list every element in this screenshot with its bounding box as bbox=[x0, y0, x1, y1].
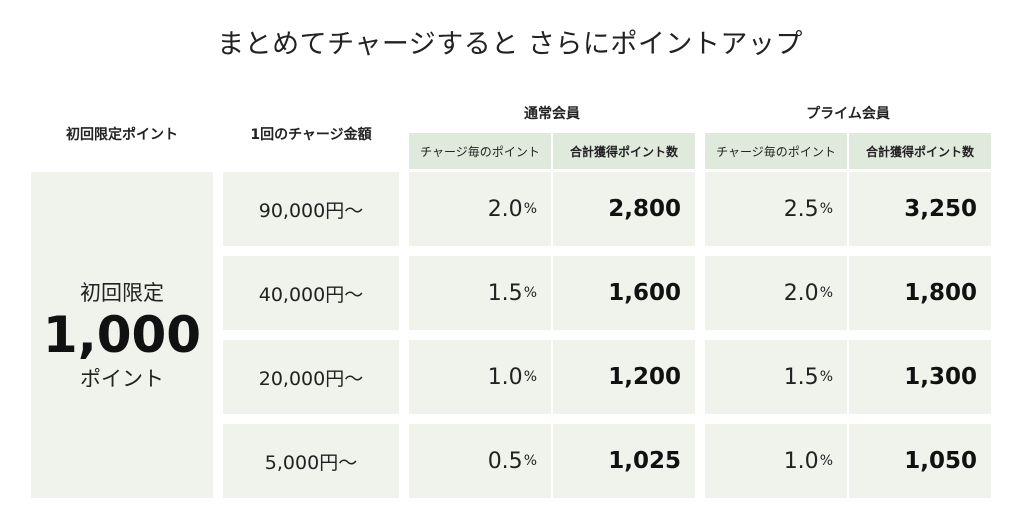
prime-total: 1,300 bbox=[849, 340, 991, 414]
regular-total: 1,025 bbox=[553, 424, 695, 498]
header-prime-total: 合計獲得ポイント数 bbox=[849, 133, 991, 169]
prime-rate-value: 2.5 bbox=[783, 196, 819, 222]
percent-unit: % bbox=[523, 201, 537, 217]
promo-points-value: 1,000 bbox=[42, 306, 202, 364]
regular-rate-value: 1.5 bbox=[487, 280, 523, 306]
percent-unit: % bbox=[819, 285, 833, 301]
percent-unit: % bbox=[523, 453, 537, 469]
regular-rate-value: 0.5 bbox=[487, 448, 523, 474]
percent-unit: % bbox=[819, 369, 833, 385]
regular-total: 2,800 bbox=[553, 172, 695, 246]
promo-label: 初回限定 bbox=[80, 281, 164, 305]
promo-points-block: 初回限定 1,000 ポイント bbox=[31, 172, 213, 498]
table-row-amount: 90,000円～ bbox=[223, 172, 399, 246]
table-row-amount: 40,000円～ bbox=[223, 256, 399, 330]
page-title: まとめてチャージすると さらにポイントアップ bbox=[217, 29, 803, 60]
percent-unit: % bbox=[819, 453, 833, 469]
prime-total: 1,050 bbox=[849, 424, 991, 498]
prime-rate-value: 2.0 bbox=[783, 280, 819, 306]
regular-rate-value: 2.0 bbox=[487, 196, 523, 222]
regular-rate: 1.5% bbox=[409, 256, 551, 330]
header-regular-per-charge: チャージ毎のポイント bbox=[409, 133, 551, 169]
regular-rate: 0.5% bbox=[409, 424, 551, 498]
percent-unit: % bbox=[523, 369, 537, 385]
header-prime-member: プライム会員 bbox=[806, 106, 890, 122]
percent-unit: % bbox=[819, 201, 833, 217]
regular-rate: 2.0% bbox=[409, 172, 551, 246]
table-row-amount: 20,000円～ bbox=[223, 340, 399, 414]
header-charge-amount: 1回のチャージ金額 bbox=[250, 127, 372, 143]
header-prime-per-charge: チャージ毎のポイント bbox=[705, 133, 847, 169]
regular-total: 1,200 bbox=[553, 340, 695, 414]
prime-rate: 2.5% bbox=[705, 172, 847, 246]
header-regular-total: 合計獲得ポイント数 bbox=[553, 133, 695, 169]
header-promo-points: 初回限定ポイント bbox=[66, 127, 178, 143]
percent-unit: % bbox=[523, 285, 537, 301]
regular-total: 1,600 bbox=[553, 256, 695, 330]
regular-rate: 1.0% bbox=[409, 340, 551, 414]
prime-rate: 1.0% bbox=[705, 424, 847, 498]
promo-points-unit: ポイント bbox=[80, 367, 164, 391]
prime-rate: 2.0% bbox=[705, 256, 847, 330]
prime-total: 1,800 bbox=[849, 256, 991, 330]
prime-rate-value: 1.0 bbox=[783, 448, 819, 474]
prime-rate-value: 1.5 bbox=[783, 364, 819, 390]
table-row-amount: 5,000円～ bbox=[223, 424, 399, 498]
regular-rate-value: 1.0 bbox=[487, 364, 523, 390]
prime-rate: 1.5% bbox=[705, 340, 847, 414]
prime-total: 3,250 bbox=[849, 172, 991, 246]
header-regular-member: 通常会員 bbox=[524, 106, 580, 122]
